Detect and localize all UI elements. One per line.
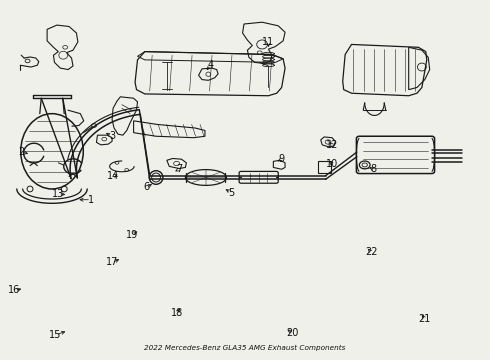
Text: 8: 8 xyxy=(370,164,376,174)
Text: 2: 2 xyxy=(18,147,24,157)
Text: 6: 6 xyxy=(143,182,149,192)
Text: 14: 14 xyxy=(107,171,119,181)
Text: 12: 12 xyxy=(326,140,338,150)
Text: 9: 9 xyxy=(279,154,285,164)
Text: 2022 Mercedes-Benz GLA35 AMG Exhaust Components: 2022 Mercedes-Benz GLA35 AMG Exhaust Com… xyxy=(145,345,345,351)
Text: 10: 10 xyxy=(326,159,338,169)
Text: 19: 19 xyxy=(125,230,138,239)
Text: 4: 4 xyxy=(208,60,214,70)
Text: 21: 21 xyxy=(418,314,431,324)
Text: 5: 5 xyxy=(228,188,234,198)
Text: 13: 13 xyxy=(52,189,65,199)
Text: 3: 3 xyxy=(109,131,115,141)
Text: 17: 17 xyxy=(106,257,118,267)
Text: 1: 1 xyxy=(88,195,94,205)
Text: 11: 11 xyxy=(262,37,274,47)
Text: 15: 15 xyxy=(49,330,62,340)
Text: 18: 18 xyxy=(171,309,183,318)
Text: 7: 7 xyxy=(176,164,182,174)
Text: 22: 22 xyxy=(365,247,377,257)
Bar xyxy=(318,161,331,173)
Text: 16: 16 xyxy=(8,285,21,296)
Text: 20: 20 xyxy=(287,328,299,338)
